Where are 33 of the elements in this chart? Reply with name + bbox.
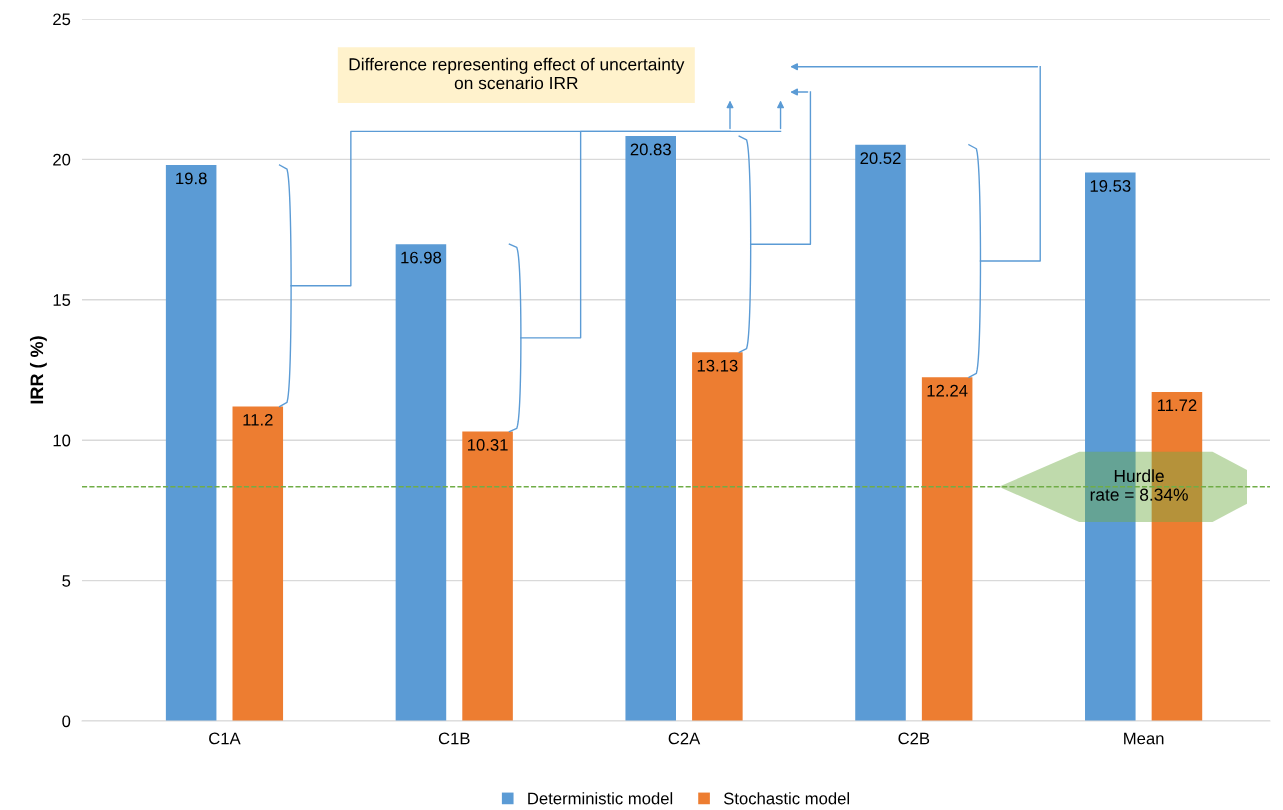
x-tick-label: C2A (668, 732, 701, 745)
annotation: Difference representing effect of uncertainty on scenario IRR (349, 57, 685, 90)
bar (462, 431, 513, 721)
data-label: 16.98 (401, 251, 442, 264)
data-label: 10.31 (467, 438, 508, 451)
data-label: 12.24 (927, 384, 968, 397)
bar (232, 406, 284, 721)
y-axis-title: IRR ( %) (29, 336, 47, 404)
legend-label: Deterministic model (528, 792, 673, 805)
data-label: 11.72 (1157, 399, 1197, 411)
y-tick-label: 25 (53, 13, 71, 26)
data-label: 20.83 (630, 143, 671, 156)
data-label: 11.2 (243, 413, 273, 426)
bar (855, 144, 906, 721)
bar (921, 377, 973, 721)
y-tick-label: 5 (62, 575, 71, 587)
data-label: 20.52 (860, 152, 901, 165)
y-tick-label: 10 (53, 434, 71, 447)
bar (395, 244, 447, 721)
data-label: 19.53 (1090, 180, 1131, 192)
x-tick-label: C1A (209, 732, 241, 745)
bar (692, 352, 743, 721)
x-tick-label: C1B (438, 732, 470, 745)
bar (165, 165, 217, 721)
y-tick-label: 20 (53, 153, 71, 166)
bar (625, 136, 676, 721)
y-tick-label: 15 (53, 294, 71, 306)
data-label: 13.13 (697, 359, 738, 372)
x-tick-label: Mean (1124, 732, 1164, 745)
legend-label: Stochastic model (723, 792, 850, 805)
x-tick-label: C2B (898, 732, 930, 745)
data-label: 19.8 (176, 172, 207, 185)
y-tick-label: 0 (62, 715, 71, 728)
